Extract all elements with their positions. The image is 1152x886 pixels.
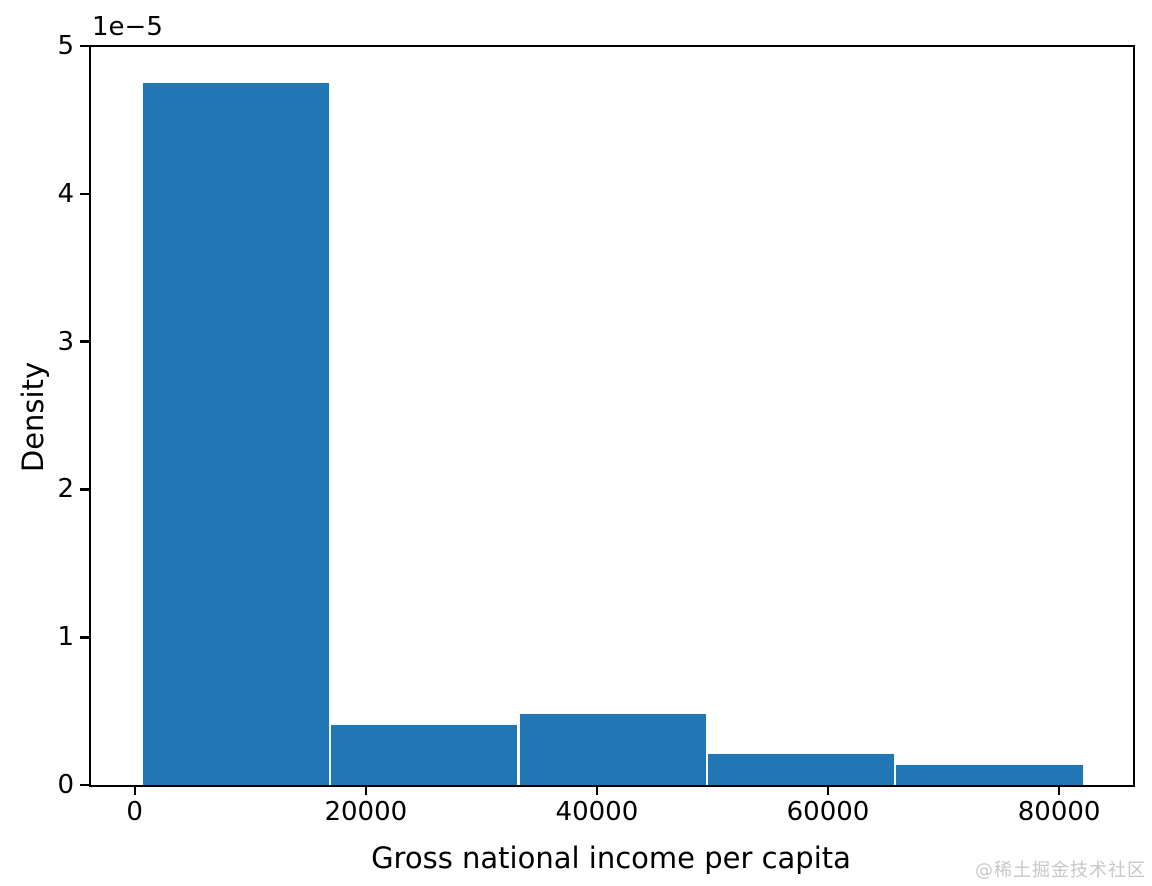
x-tick-label: 0	[126, 797, 143, 827]
y-tick-label: 4	[57, 178, 74, 209]
x-tick-label: 80000	[1017, 797, 1101, 827]
x-tick-label: 40000	[555, 797, 639, 827]
x-tick-mark	[133, 785, 136, 795]
y-tick-mark	[80, 488, 90, 491]
y-tick-mark	[80, 192, 90, 195]
watermark-text: @稀土掘金技术社区	[975, 860, 1146, 881]
y-tick-mark	[80, 783, 90, 787]
y-tick-label: 1	[57, 622, 74, 653]
histogram-bar	[707, 752, 896, 785]
y-axis-label: Density	[16, 361, 50, 473]
x-axis-label: Gross national income per capita	[371, 841, 851, 875]
x-tick-mark	[364, 785, 367, 795]
y-axis-offset-label: 1e−5	[92, 12, 163, 42]
y-tick-mark	[80, 636, 90, 639]
histogram-bar	[895, 764, 1084, 785]
y-tick-label: 2	[57, 474, 74, 505]
x-tick-mark	[595, 785, 599, 795]
x-tick-label: 20000	[324, 797, 408, 827]
histogram-bar	[141, 81, 330, 785]
x-tick-mark	[1057, 785, 1061, 795]
histogram-bar	[330, 724, 519, 785]
y-tick-mark	[80, 44, 90, 48]
x-tick-mark	[826, 785, 830, 795]
y-tick-mark	[80, 340, 90, 343]
histogram-bar	[518, 712, 707, 785]
y-tick-label: 5	[57, 31, 74, 61]
y-tick-label: 0	[57, 770, 74, 800]
x-tick-label: 60000	[786, 797, 870, 827]
y-tick-label: 3	[57, 326, 74, 357]
